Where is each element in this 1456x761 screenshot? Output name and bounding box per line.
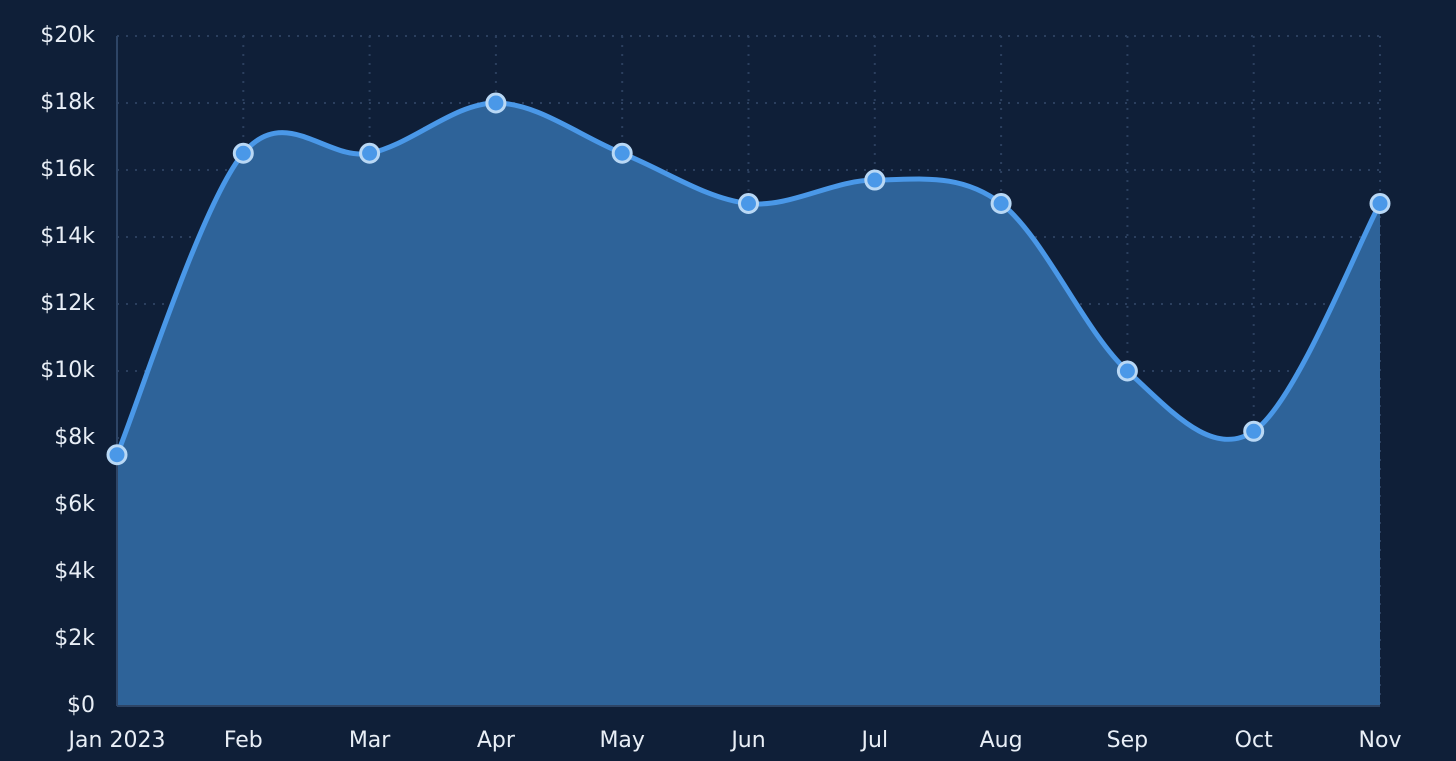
x-tick-label: Jan 2023: [67, 728, 166, 753]
data-point: [1243, 420, 1265, 442]
y-tick-label: $18k: [40, 90, 95, 115]
x-tick-label: Nov: [1359, 728, 1402, 753]
data-point: [864, 169, 886, 191]
x-tick-label: Mar: [349, 728, 391, 753]
x-tick-label: Oct: [1235, 728, 1273, 753]
data-point: [738, 193, 759, 214]
data-point: [611, 142, 633, 164]
y-tick-label: $8k: [54, 425, 95, 450]
y-tick-label: $14k: [40, 224, 95, 249]
y-tick-label: $12k: [40, 291, 95, 316]
x-tick-label: Aug: [980, 728, 1023, 753]
area: [117, 103, 1380, 706]
x-tick-label: Feb: [224, 728, 263, 753]
y-tick-label: $16k: [40, 157, 95, 182]
y-tick-label: $10k: [40, 358, 95, 383]
x-tick-label: Sep: [1107, 728, 1148, 753]
y-tick-label: $2k: [54, 626, 95, 651]
y-tick-label: $0: [67, 693, 95, 718]
x-tick-label: Apr: [477, 728, 516, 753]
data-point: [232, 142, 254, 164]
x-tick-label: May: [599, 728, 644, 753]
data-point: [485, 92, 507, 114]
x-tick-label: Jul: [860, 728, 889, 753]
data-point: [1369, 193, 1391, 214]
data-point: [106, 444, 128, 466]
x-tick-label: Jun: [729, 728, 765, 753]
data-point: [1116, 360, 1138, 382]
data-point: [990, 193, 1012, 214]
y-tick-label: $4k: [54, 559, 95, 584]
y-tick-label: $20k: [40, 23, 95, 48]
y-tick-label: $6k: [54, 492, 95, 517]
data-point: [359, 142, 381, 164]
